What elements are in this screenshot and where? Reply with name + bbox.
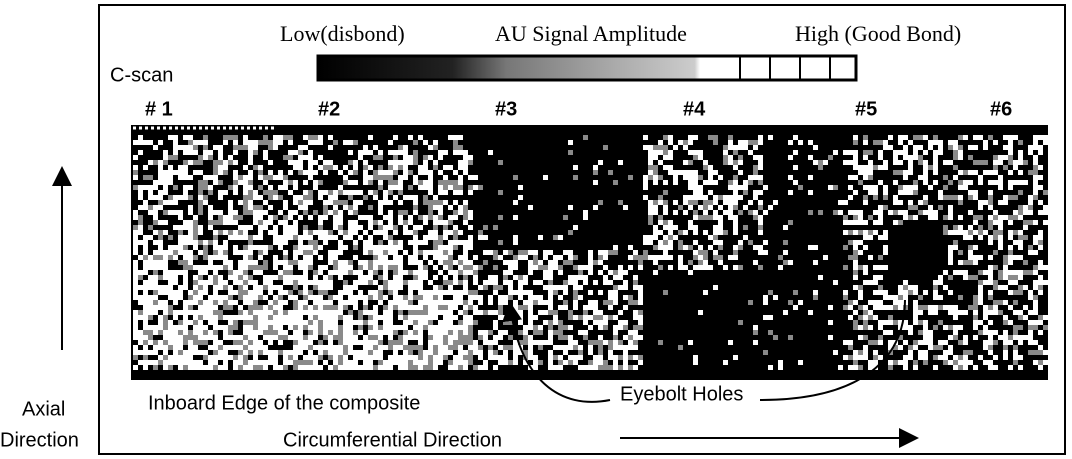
marker: #5 <box>855 98 877 120</box>
legend-title: AU Signal Amplitude <box>495 21 687 46</box>
page: {"legend": {"low": "Low(disbond)", "titl… <box>0 0 1072 459</box>
figure: Low(disbond) AU Signal Amplitude High (G… <box>0 0 1072 459</box>
marker: #2 <box>318 98 340 120</box>
scan-label: C-scan <box>110 64 173 86</box>
marker: # 1 <box>145 98 173 120</box>
marker: #3 <box>495 98 517 120</box>
legend-low: Low(disbond) <box>280 21 405 46</box>
legend-high: High (Good Bond) <box>795 21 961 46</box>
color-bar <box>318 56 856 80</box>
axial-label-1: Axial <box>22 398 65 420</box>
marker: #4 <box>683 98 706 120</box>
axial-label-2: Direction <box>0 429 79 451</box>
markers: # 1 #2 #3 #4 #5 #6 <box>145 98 1012 120</box>
edge-label: Inboard Edge of the composite <box>148 392 420 414</box>
holes-label: Eyebolt Holes <box>620 383 743 405</box>
circumferential-label: Circumferential Direction <box>283 429 502 451</box>
marker: #6 <box>990 98 1012 120</box>
